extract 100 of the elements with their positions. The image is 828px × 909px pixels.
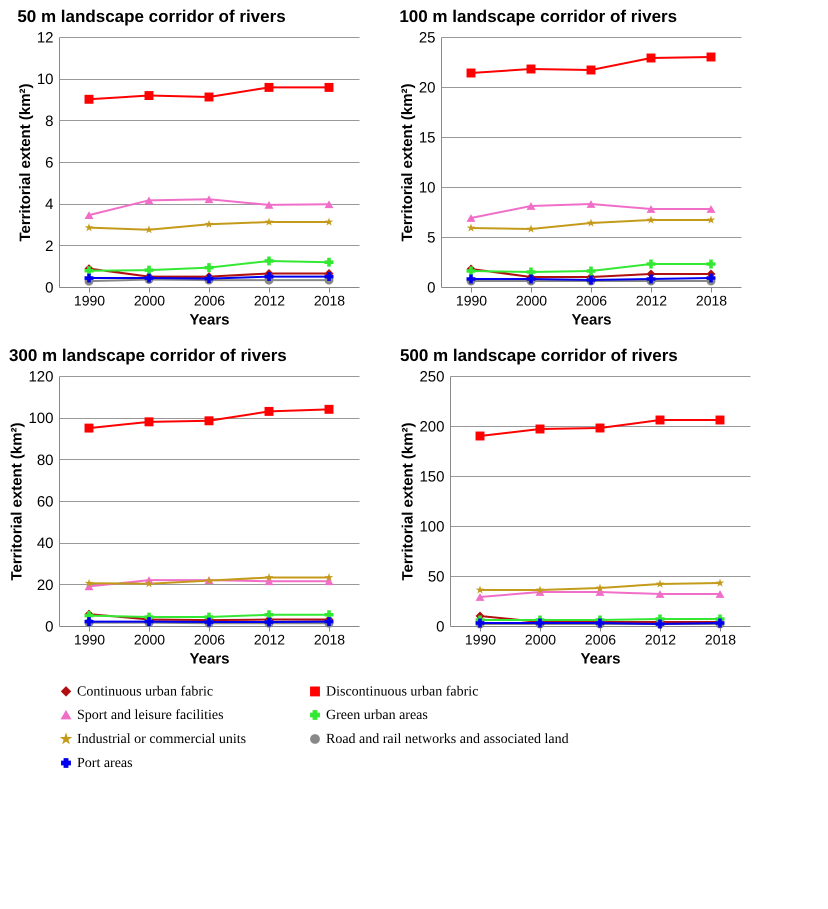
x-tick-label: 2018 xyxy=(704,632,736,648)
point xyxy=(324,200,334,208)
point xyxy=(536,586,544,594)
point xyxy=(204,220,214,228)
x-tick-label: 1990 xyxy=(74,292,106,308)
point xyxy=(466,68,476,78)
x-tick-label: 2012 xyxy=(636,292,668,308)
point xyxy=(476,593,484,601)
point xyxy=(84,94,94,104)
point xyxy=(144,225,154,234)
y-tick-label: 8 xyxy=(45,112,54,130)
y-axis-title: Territorial extent (km²) xyxy=(398,83,416,242)
x-axis-title: Years xyxy=(189,312,230,328)
y-tick-label: 120 xyxy=(28,368,54,386)
x-tick-label: 2000 xyxy=(524,632,556,648)
point xyxy=(144,417,154,426)
point xyxy=(84,274,94,283)
point xyxy=(324,258,334,267)
point xyxy=(204,416,214,426)
y-tick-label: 25 xyxy=(418,30,436,46)
point xyxy=(706,216,716,224)
point xyxy=(646,205,656,213)
point xyxy=(144,579,154,588)
point xyxy=(144,196,154,204)
y-axis-title: Territorial extent (km²) xyxy=(399,422,416,581)
point xyxy=(264,218,274,226)
chart-title: 50 m landscape corridor of rivers xyxy=(17,7,286,26)
y-tick-label: 0 xyxy=(436,618,444,636)
legend-label: Sport and leisure facilities xyxy=(77,708,224,723)
point xyxy=(646,216,656,224)
point xyxy=(716,416,724,424)
y-tick-label: 6 xyxy=(45,154,54,172)
x-tick-label: 2000 xyxy=(516,292,548,308)
y-tick-label: 12 xyxy=(36,30,54,46)
point xyxy=(706,274,716,282)
point xyxy=(144,91,154,100)
point xyxy=(204,92,214,102)
point xyxy=(84,211,94,219)
point xyxy=(466,214,476,222)
point xyxy=(84,578,94,587)
point xyxy=(586,266,596,276)
y-tick-label: 100 xyxy=(419,518,444,536)
x-axis-title: Years xyxy=(580,650,621,668)
point xyxy=(324,218,334,226)
point xyxy=(324,82,334,92)
point xyxy=(526,224,536,233)
x-tick-label: 2006 xyxy=(576,292,608,308)
y-tick-label: 40 xyxy=(36,535,54,552)
point xyxy=(264,256,274,266)
x-tick-label: 2012 xyxy=(254,632,286,648)
point xyxy=(716,590,724,598)
point xyxy=(264,201,274,209)
point xyxy=(264,82,274,92)
point xyxy=(656,416,664,424)
y-tick-label: 150 xyxy=(419,468,444,486)
point xyxy=(324,572,334,582)
legend-label: Continuous urban fabric xyxy=(77,684,214,700)
y-axis-title: Territorial extent (km²) xyxy=(8,422,26,581)
y-tick-label: 20 xyxy=(36,576,54,594)
point xyxy=(204,263,214,272)
legend-label: Road and rail networks and associated land xyxy=(326,732,569,747)
x-axis-title: Years xyxy=(571,312,612,328)
point xyxy=(586,66,596,74)
x-axis-title: Years xyxy=(189,650,230,668)
y-tick-label: 20 xyxy=(418,80,436,96)
point xyxy=(706,205,716,213)
chart-title: 100 m landscape corridor of rivers xyxy=(399,7,678,26)
y-tick-label: 250 xyxy=(419,368,444,386)
point xyxy=(204,195,214,204)
x-tick-label: 2006 xyxy=(194,632,226,648)
legend-label: Discontinuous urban fabric xyxy=(326,684,478,700)
y-tick-label: 15 xyxy=(418,130,436,146)
point xyxy=(476,586,484,594)
x-tick-label: 2018 xyxy=(696,292,728,308)
point xyxy=(526,64,536,74)
x-tick-label: 2018 xyxy=(314,632,346,648)
point xyxy=(716,578,724,587)
x-tick-label: 2012 xyxy=(254,292,286,308)
legend-label: Green urban areas xyxy=(326,708,428,723)
x-tick-label: 2000 xyxy=(134,292,166,308)
point xyxy=(476,432,484,440)
y-tick-label: 5 xyxy=(427,230,436,246)
y-tick-label: 50 xyxy=(428,568,444,586)
y-axis-title: Territorial extent (km²) xyxy=(16,83,34,242)
point xyxy=(536,424,544,434)
y-tick-label: 0 xyxy=(45,280,54,296)
chart-title: 500 m landscape corridor of rivers xyxy=(400,346,678,365)
point xyxy=(646,260,656,268)
point xyxy=(264,572,274,582)
y-tick-label: 10 xyxy=(418,180,436,196)
point xyxy=(656,590,664,598)
point xyxy=(84,424,94,433)
y-tick-label: 60 xyxy=(36,494,54,510)
point xyxy=(324,272,334,282)
point xyxy=(596,424,604,432)
point xyxy=(264,406,274,416)
x-tick-label: 2006 xyxy=(584,632,616,648)
point xyxy=(646,54,656,62)
y-tick-label: 80 xyxy=(36,452,54,469)
x-tick-label: 1990 xyxy=(74,632,106,648)
